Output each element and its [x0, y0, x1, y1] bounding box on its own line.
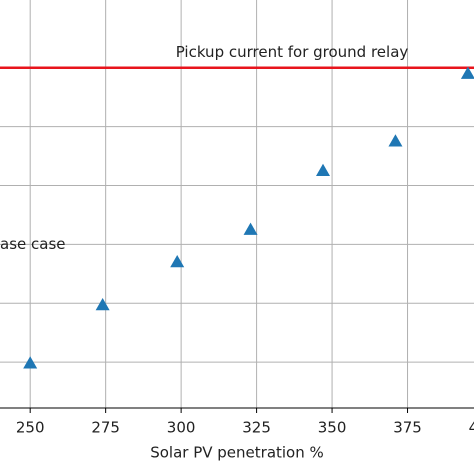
data-point: [23, 356, 38, 369]
x-tick-label: 350: [318, 419, 347, 437]
x-tick-label: 325: [242, 419, 271, 437]
x-tick-label: 300: [167, 419, 196, 437]
data-point: [316, 163, 331, 176]
annotation: ase case: [0, 235, 66, 253]
data-point: [243, 222, 258, 235]
x-tick-label: 275: [91, 419, 120, 437]
data-point: [388, 134, 403, 147]
data-point: [460, 66, 474, 79]
x-axis-label: Solar PV penetration %: [150, 444, 324, 462]
x-tick-label: 400: [469, 419, 474, 437]
x-tick-label: 250: [16, 419, 45, 437]
reference-label: Pickup current for ground relay: [176, 43, 409, 61]
data-point: [170, 254, 185, 268]
x-tick-label: 375: [393, 419, 422, 437]
data-point: [95, 297, 110, 311]
